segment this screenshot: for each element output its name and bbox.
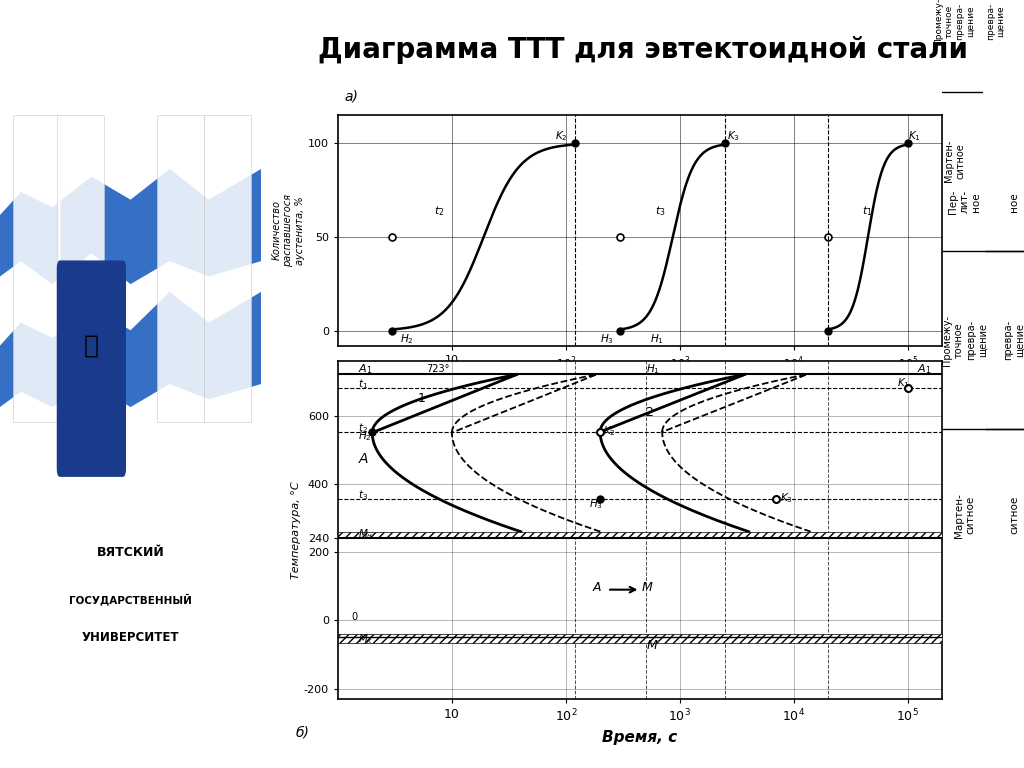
Text: 2: 2: [645, 406, 653, 419]
Text: 🦅: 🦅: [84, 333, 99, 358]
Text: Мартен-
ситное: Мартен- ситное: [954, 493, 976, 538]
FancyBboxPatch shape: [57, 261, 125, 476]
Text: $K_2$: $K_2$: [602, 425, 615, 439]
Text: $H_2$: $H_2$: [400, 332, 414, 346]
Text: $M$: $M$: [645, 640, 658, 652]
Text: $t_2$: $t_2$: [434, 204, 444, 218]
Text: $M_н$: $M_н$: [358, 527, 374, 541]
Text: б): б): [296, 725, 309, 739]
Text: ГОСУДАРСТВЕННЫЙ: ГОСУДАРСТВЕННЫЙ: [70, 593, 191, 605]
Polygon shape: [13, 115, 60, 422]
Text: Диаграмма ТТТ для эвтектоидной стали: Диаграмма ТТТ для эвтектоидной стали: [317, 36, 968, 64]
Text: $t_3$: $t_3$: [654, 204, 666, 218]
Text: 1: 1: [418, 392, 425, 405]
Text: $K_3$: $K_3$: [779, 492, 793, 505]
Polygon shape: [204, 115, 251, 422]
Text: Пер-
лит-
ное: Пер- лит- ное: [948, 190, 981, 214]
Text: $M$: $M$: [641, 581, 653, 594]
Text: ВЯТСКИЙ: ВЯТСКИЙ: [96, 547, 165, 559]
Text: $H_2$: $H_2$: [358, 429, 372, 443]
Text: 723°: 723°: [427, 364, 450, 374]
Text: ситное: ситное: [1010, 496, 1019, 535]
Text: $H_1$: $H_1$: [650, 332, 664, 346]
Text: $K_1$: $K_1$: [897, 376, 909, 390]
X-axis label: Время, с: Время, с: [602, 730, 678, 745]
Text: $t_2$: $t_2$: [358, 422, 368, 435]
Text: $H_1$: $H_1$: [645, 362, 659, 376]
Text: превра-
щение: превра- щение: [986, 2, 1005, 40]
Text: $A_1$: $A_1$: [916, 362, 931, 376]
Y-axis label: Количество
распавшегося
аустенита, %: Количество распавшегося аустенита, %: [272, 194, 305, 267]
Text: $A$: $A$: [358, 452, 370, 466]
Text: $H_3$: $H_3$: [600, 332, 614, 346]
Text: $t_1$: $t_1$: [358, 378, 368, 392]
Text: $K_3$: $K_3$: [727, 130, 740, 144]
Text: а): а): [344, 90, 357, 104]
Polygon shape: [57, 115, 104, 422]
Text: $K_2$: $K_2$: [555, 130, 567, 144]
Text: Мартен-
ситное: Мартен- ситное: [943, 140, 966, 182]
Text: УНИВЕРСИТЕТ: УНИВЕРСИТЕТ: [82, 631, 179, 644]
Text: ное: ное: [1010, 192, 1019, 211]
Polygon shape: [0, 169, 261, 284]
Text: $M_к$: $M_к$: [358, 632, 374, 646]
Text: $t_3$: $t_3$: [358, 488, 368, 502]
Text: $H_3$: $H_3$: [589, 497, 603, 511]
Polygon shape: [157, 115, 204, 422]
Text: 0: 0: [351, 611, 357, 621]
Polygon shape: [0, 292, 261, 407]
Text: Промежу-
точное
превра-
щение: Промежу- точное превра- щение: [942, 315, 987, 366]
Text: Промежу-
точное
превра-
щение: Промежу- точное превра- щение: [934, 0, 975, 45]
Text: $K_1$: $K_1$: [907, 130, 921, 144]
Text: превра-
щение: превра- щение: [1004, 320, 1024, 360]
Text: $A_1$: $A_1$: [358, 362, 373, 376]
Y-axis label: Температура, °С: Температура, °С: [291, 481, 301, 579]
Text: $A$: $A$: [592, 581, 602, 594]
Text: $t_1$: $t_1$: [862, 204, 873, 218]
